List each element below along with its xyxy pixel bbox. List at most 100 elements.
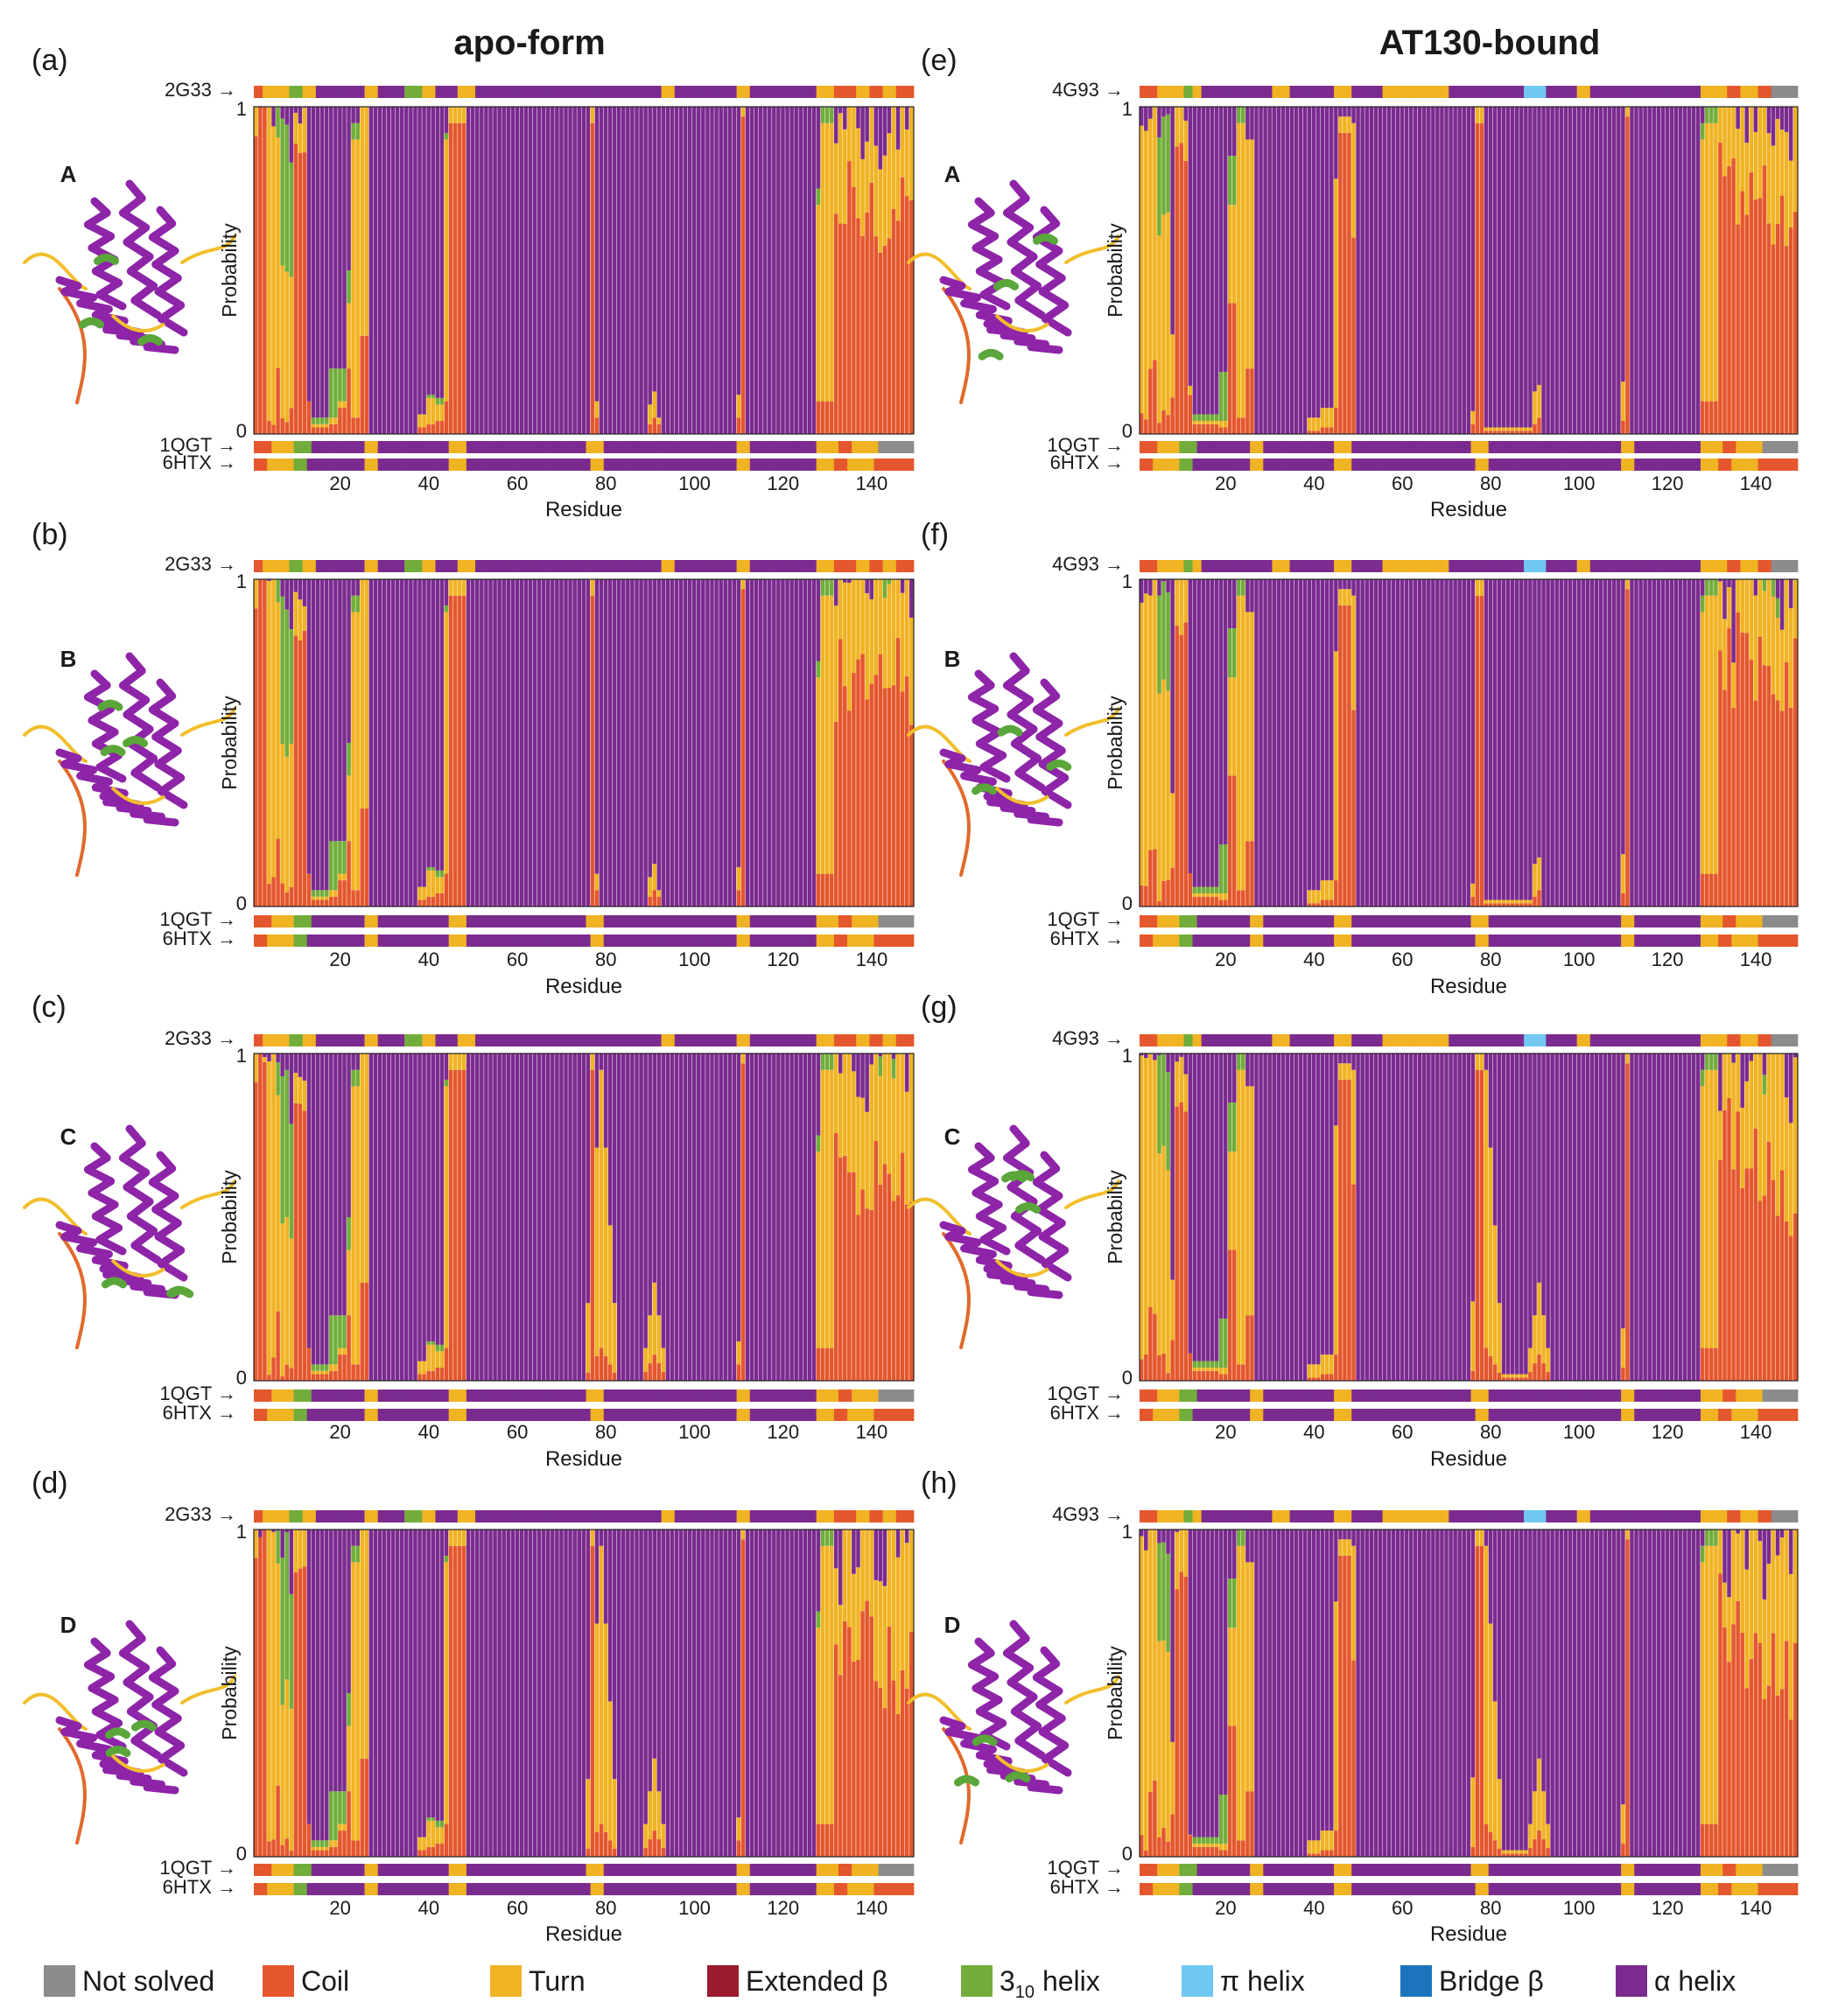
strip-cell [284,458,290,471]
bar-helix_310 [816,188,821,206]
strip-cell [364,1390,369,1402]
strip-cell [289,934,294,947]
strip-cell [1757,441,1764,453]
bar-helix_310 [820,1054,825,1070]
bar-alpha_helix [470,579,475,906]
strip-cell [280,560,285,572]
strip-cell [882,915,888,928]
bar-turn [351,139,355,418]
strip-cell [1259,1034,1264,1046]
strip-cell [1665,441,1671,453]
strip-cell [1320,458,1326,471]
bar-helix_310 [820,107,825,123]
strip-cell [895,1864,901,1876]
strip-cell [439,1864,445,1876]
bar-coil [422,1850,426,1857]
bar-alpha_helix [1400,107,1405,434]
strip-cell [661,915,667,928]
strip-cell [772,1883,777,1895]
bar-alpha_helix [1422,1054,1427,1381]
strip-cell [1170,560,1175,572]
strip-cell [820,1883,826,1895]
strip-cell [1462,934,1467,947]
strip-cell [311,915,317,928]
bar-helix_310 [1709,579,1714,596]
bar-coil [1533,424,1537,434]
bar-alpha_helix [794,1530,798,1857]
strip-cell [661,1390,667,1402]
strip-cell [452,1864,459,1876]
bar-coil [319,1374,325,1381]
strip-cell [697,1409,702,1421]
bar-helix_310 [333,1315,338,1365]
bar-coil [263,579,267,906]
bar-alpha_helix [555,1530,559,1857]
bar-turn [1505,900,1511,904]
bar-alpha_helix [338,107,342,369]
strip-cell [395,1510,401,1522]
strip-cell [364,86,369,98]
strip-cell [1718,915,1723,928]
strip-cell [758,1409,764,1421]
strip-cell [754,934,760,947]
strip-cell [586,1883,591,1895]
strip-cell [1695,560,1701,572]
strip-cell [1718,86,1723,98]
bar-alpha_helix [1175,1054,1179,1062]
bar-alpha_helix [1652,107,1656,434]
strip-cell [1470,458,1476,471]
bar-coil [1157,423,1161,434]
strip-cell [1157,441,1162,453]
strip-cell [621,560,627,572]
bar-helix_310 [284,1069,289,1218]
strip-cell [271,458,277,471]
strip-cell [541,1409,547,1421]
strip-cell [551,458,556,471]
strip-cell [887,1390,893,1402]
strip-cell [267,1034,272,1046]
strip-cell [1237,86,1242,98]
strip-cell [710,915,715,928]
bar-coil [1488,1355,1493,1381]
strip-cell [740,1864,747,1876]
bar-turn [1144,593,1148,886]
strip-cell [776,458,782,471]
strip-cell [661,458,667,471]
strip-cell [1201,1034,1207,1046]
bar-coil [355,1840,360,1857]
bar-turn [1205,893,1210,897]
strip-cell [267,1864,272,1876]
strip-cell [1298,915,1304,928]
strip-cell [1267,915,1273,928]
strip-cell [1227,86,1233,98]
strip-cell [656,1883,662,1895]
strip-cell [616,1390,622,1402]
strip-cell [390,86,396,98]
strip-cell [736,1034,742,1046]
strip-cell [515,441,521,453]
bar-alpha_helix [727,1530,733,1857]
bar-turn [1170,334,1175,398]
bar-turn [1183,120,1189,161]
bar-turn [873,1579,879,1682]
bar-helix_310 [355,122,360,140]
strip-cell [816,1034,822,1046]
bar-alpha_helix [342,1530,347,1792]
strip-cell [1753,441,1758,453]
strip-cell [829,1409,835,1421]
strip-cell [457,1510,463,1522]
bar-coil [306,873,312,906]
strip-cell [723,86,728,98]
strip-cell [280,915,285,928]
strip-cell [382,86,388,98]
bar-coil [816,401,821,434]
strip-cell [1488,1034,1494,1046]
column-title-holo: AT130-bound [1379,24,1601,62]
strip-cell [426,1034,431,1046]
strip-cell [1705,915,1710,928]
strip-cell [1537,915,1542,928]
strip-cell [1492,934,1498,947]
strip-cell [904,1409,910,1421]
bar-alpha_helix [493,579,497,906]
strip-cell [710,1409,715,1421]
